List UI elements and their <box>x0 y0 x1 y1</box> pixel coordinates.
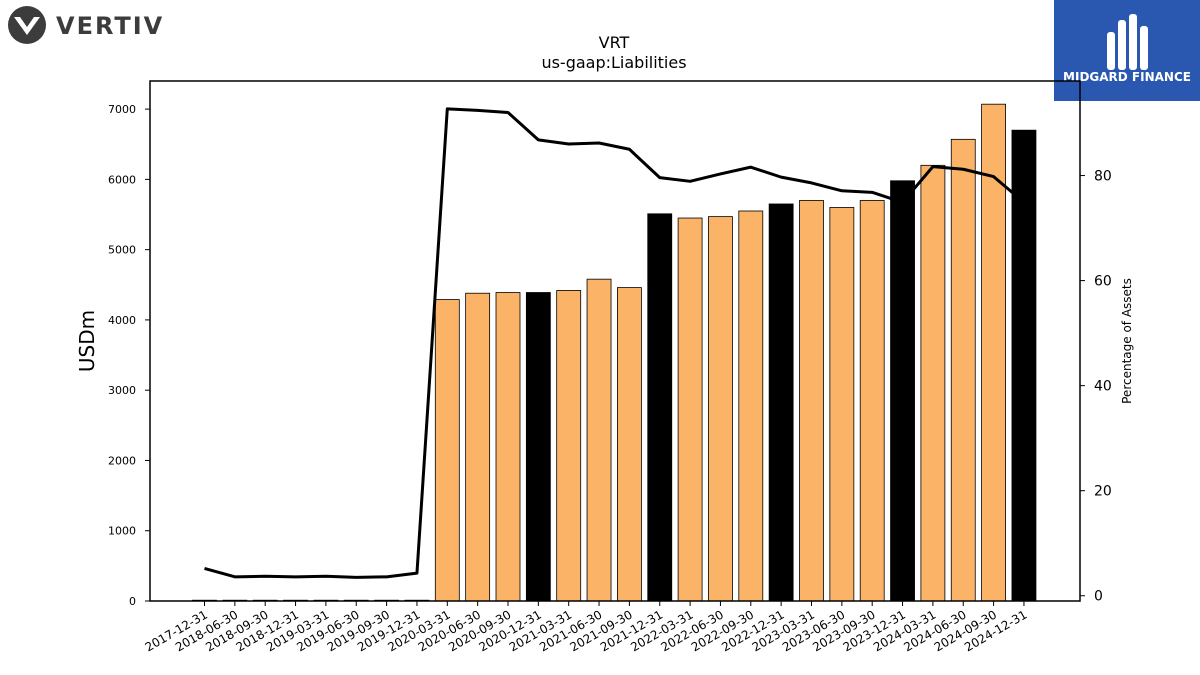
midgard-finance-logo-graphic: MIDGARD FINANCE <box>1054 0 1200 101</box>
vertiv-logo-mark <box>8 6 46 44</box>
y2-tick-label: 0 <box>1094 589 1103 605</box>
bar-2023-06-30 <box>829 207 855 602</box>
bar-2020-09-30 <box>495 292 521 602</box>
y2-tick-label: 20 <box>1094 484 1112 500</box>
bar-2021-09-30 <box>617 287 642 602</box>
y2-tick-label: 80 <box>1094 169 1112 185</box>
bar-2021-03-31 <box>556 290 582 602</box>
y2-tick-label: 40 <box>1094 379 1112 395</box>
bar-2022-12-31 <box>768 203 794 602</box>
midgard-finance-logo: MIDGARD FINANCE <box>1054 0 1200 101</box>
chart-subtitle: us-gaap:Liabilities <box>541 53 686 72</box>
bar-2022-06-30 <box>708 216 733 602</box>
bar-2021-06-30 <box>586 278 612 602</box>
bar-2022-09-30 <box>738 210 764 602</box>
bar-2023-03-31 <box>799 200 824 602</box>
bar-2023-09-30 <box>859 200 885 602</box>
y-tick-label: 4000 <box>108 314 136 327</box>
x-axis: 2017-12-312018-06-302018-09-302018-12-31… <box>143 601 1029 654</box>
y2-axis-label: Percentage of Assets <box>1120 278 1134 404</box>
y-tick-label: 7000 <box>108 103 136 116</box>
y-tick-label: 5000 <box>108 244 136 257</box>
y-tick-label: 2000 <box>108 454 136 467</box>
y-tick-label: 3000 <box>108 384 136 397</box>
y-axis-left: 0 1000 2000 3000 4000 5000 6000 7000 <box>108 103 150 608</box>
bar-series <box>192 103 1037 602</box>
chart-title: VRT <box>599 33 630 52</box>
bar-2021-12-31 <box>647 213 673 602</box>
vertiv-logo-chevron <box>14 17 40 35</box>
y-axis-label: USDm <box>75 310 99 372</box>
bar-2020-03-31 <box>434 299 460 602</box>
plot-frame <box>149 80 1081 602</box>
bar-2020-12-31 <box>525 292 551 602</box>
bar-2023-12-31 <box>890 180 915 602</box>
y-tick-label: 6000 <box>108 173 136 186</box>
bar-2024-09-30 <box>981 103 1006 602</box>
midgard-logo-mark <box>1107 14 1148 70</box>
bar-2024-06-30 <box>950 138 976 602</box>
bar-2024-03-31 <box>920 164 946 602</box>
y-axis-right: 0 20 40 60 80 <box>1080 169 1112 605</box>
y2-tick-label: 60 <box>1094 274 1112 290</box>
midgard-logo-text: MIDGARD FINANCE <box>1063 70 1191 84</box>
vertiv-logo-text: VERTIV <box>56 12 164 40</box>
bar-2024-12-31 <box>1011 129 1037 602</box>
percentage-line <box>204 107 1025 579</box>
vertiv-logo: VERTIV <box>8 6 164 44</box>
midgard-logo-background <box>1054 0 1200 101</box>
y-tick-label: 1000 <box>108 525 136 538</box>
y-tick-label: 0 <box>129 595 136 608</box>
bar-2022-03-31 <box>677 217 703 602</box>
bar-2020-06-30 <box>465 292 491 602</box>
